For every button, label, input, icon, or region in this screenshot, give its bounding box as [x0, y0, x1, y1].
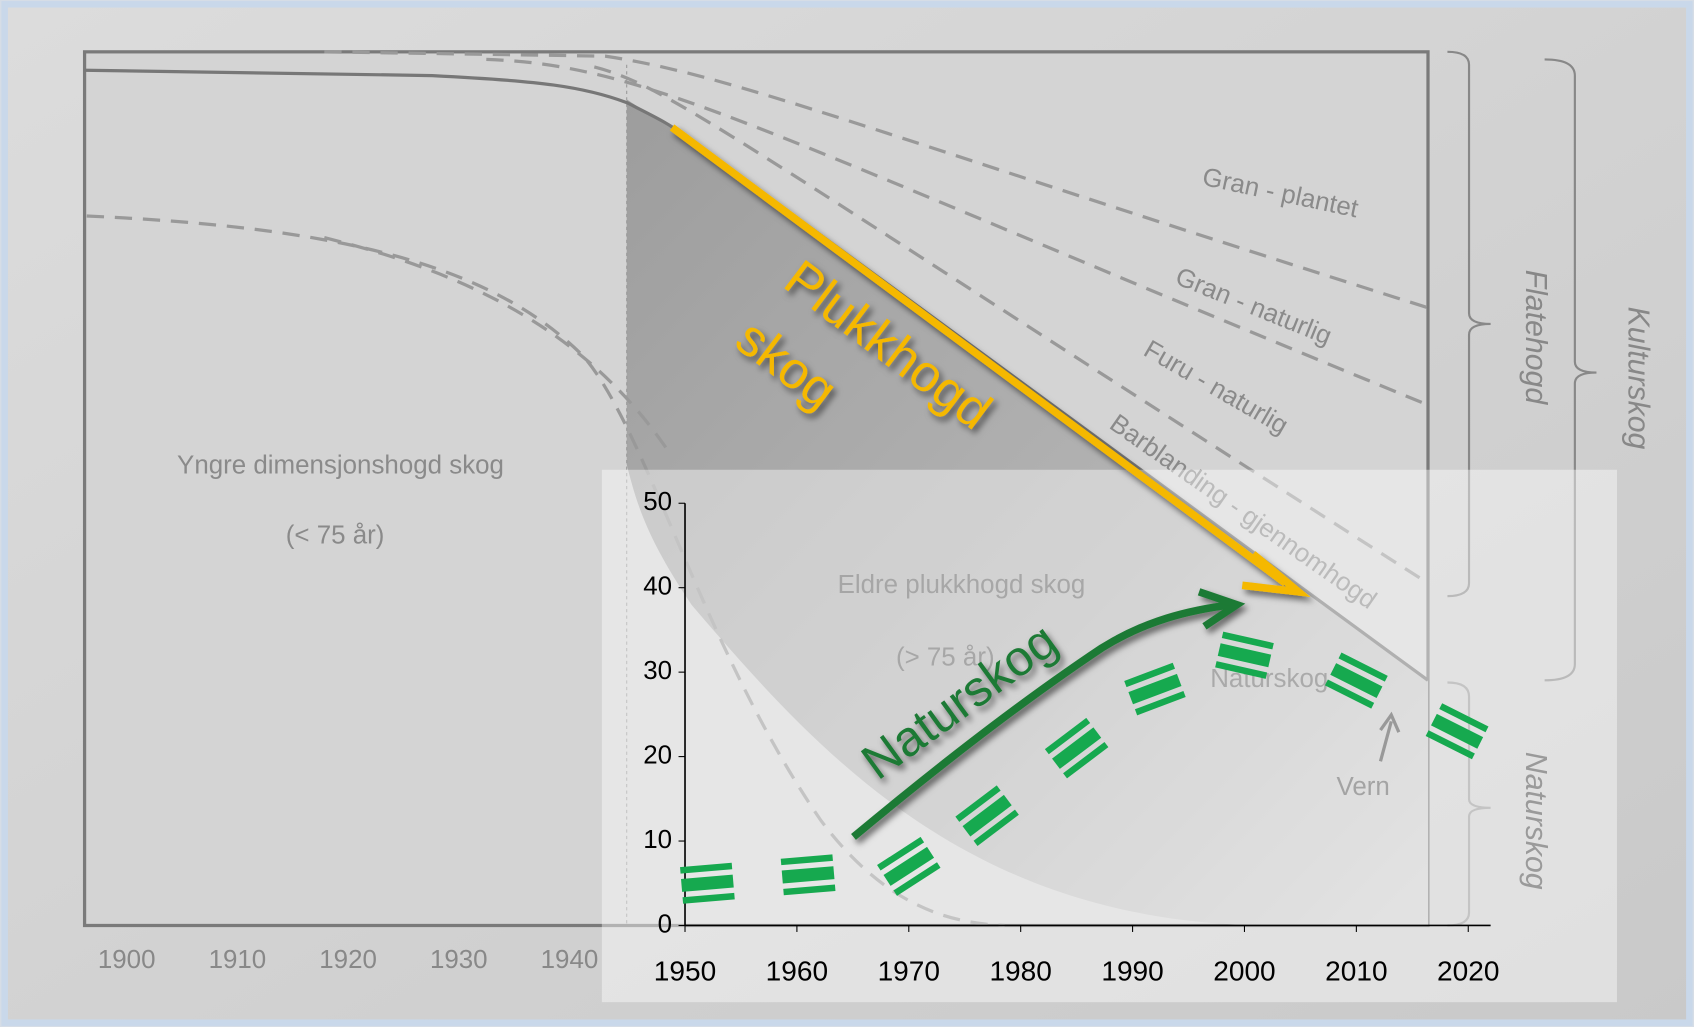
background-tick-label: 1920 [319, 946, 377, 974]
x-tick-label: 2000 [1213, 955, 1275, 986]
chart: 0 10 20 30 40 50 1950 1960 1970 1980 1990 2000 2010 2… [643, 488, 1499, 986]
y-tick-label: 0 [658, 910, 672, 938]
curve [593, 65, 1429, 585]
background-tick-label: 1940 [541, 946, 599, 974]
marker-stripe [1217, 643, 1272, 668]
marker-stripe [1044, 717, 1091, 755]
marker-stripe [1330, 663, 1383, 699]
y-tick-label: 40 [643, 573, 672, 601]
marker-stripe [1221, 631, 1274, 650]
marker-stripe [681, 874, 734, 892]
marker [680, 862, 735, 904]
background-tick-label: 1910 [209, 946, 267, 974]
marker-stripe [877, 836, 925, 871]
curve [323, 236, 672, 455]
region-label: Yngre dimensjonshogd skog [177, 451, 504, 479]
x-tick-label: 1980 [989, 955, 1051, 986]
marker-stripe [783, 884, 836, 896]
x-tick-label: 1970 [878, 955, 940, 986]
marker [1425, 703, 1489, 760]
x-tick-label: 2010 [1325, 955, 1387, 986]
marker [1324, 652, 1388, 709]
background-tick-label: 1930 [430, 946, 488, 974]
curve [324, 50, 1429, 310]
marker-stripe [1439, 703, 1489, 733]
marker-stripe [1338, 652, 1388, 682]
curve [86, 214, 1005, 928]
marker-stripe [680, 862, 733, 874]
marker [780, 854, 836, 896]
marker [1044, 717, 1109, 779]
region-label: Eldre plukkhogd skog [838, 571, 1086, 599]
marker-stripe [1215, 661, 1268, 679]
marker [1124, 662, 1186, 716]
marker-stripe [1430, 713, 1484, 749]
bracket [1447, 50, 1491, 598]
region-label: (< 75 år) [286, 522, 385, 550]
x-tick-label: 1950 [654, 955, 716, 986]
region-label: (> 75 år) [896, 644, 995, 672]
marker-stripe [883, 846, 935, 886]
marker-stripe [962, 794, 1012, 837]
bracket-label: Flatehogd [1519, 270, 1552, 406]
region-label: Vern [1337, 773, 1390, 801]
marker-stripe [1134, 690, 1186, 716]
curve [486, 57, 1429, 407]
marker-stripe [1324, 679, 1375, 709]
marker-stripe [1425, 730, 1475, 760]
bracket [1544, 58, 1597, 682]
chart-panel [601, 469, 1617, 1003]
x-tick-label: 1960 [766, 955, 828, 986]
background-tick-label: 1900 [98, 946, 156, 974]
marker-stripe [1124, 662, 1176, 688]
bracket-label: Naturskog [1519, 752, 1552, 890]
y-tick-label: 10 [643, 826, 672, 854]
total-curve [84, 68, 1429, 682]
marker-stripe [955, 785, 1001, 822]
marker [955, 785, 1019, 846]
marker-stripe [893, 862, 941, 896]
y-tick-label: 50 [643, 488, 672, 516]
marker-stripe [1052, 727, 1102, 769]
marker-stripe [780, 854, 833, 866]
vern-arrow [1378, 711, 1401, 762]
shade [626, 99, 1428, 926]
bracket [1447, 681, 1491, 927]
x-tick-label: 1990 [1101, 955, 1163, 986]
background-axis: 1900 1910 1920 1930 1940 [98, 946, 598, 974]
marker-stripe [1128, 673, 1182, 705]
marker [1215, 631, 1274, 679]
marker-stripe [781, 866, 835, 884]
marker-stripe [973, 809, 1019, 846]
marker-stripe [682, 892, 735, 904]
marker-stripe [1063, 742, 1109, 779]
y-tick-label: 30 [643, 657, 672, 685]
marker [877, 836, 941, 896]
bracket-label: Kulturskog [1621, 307, 1654, 450]
y-tick-label: 20 [643, 741, 672, 769]
x-tick-label: 2020 [1437, 955, 1499, 986]
